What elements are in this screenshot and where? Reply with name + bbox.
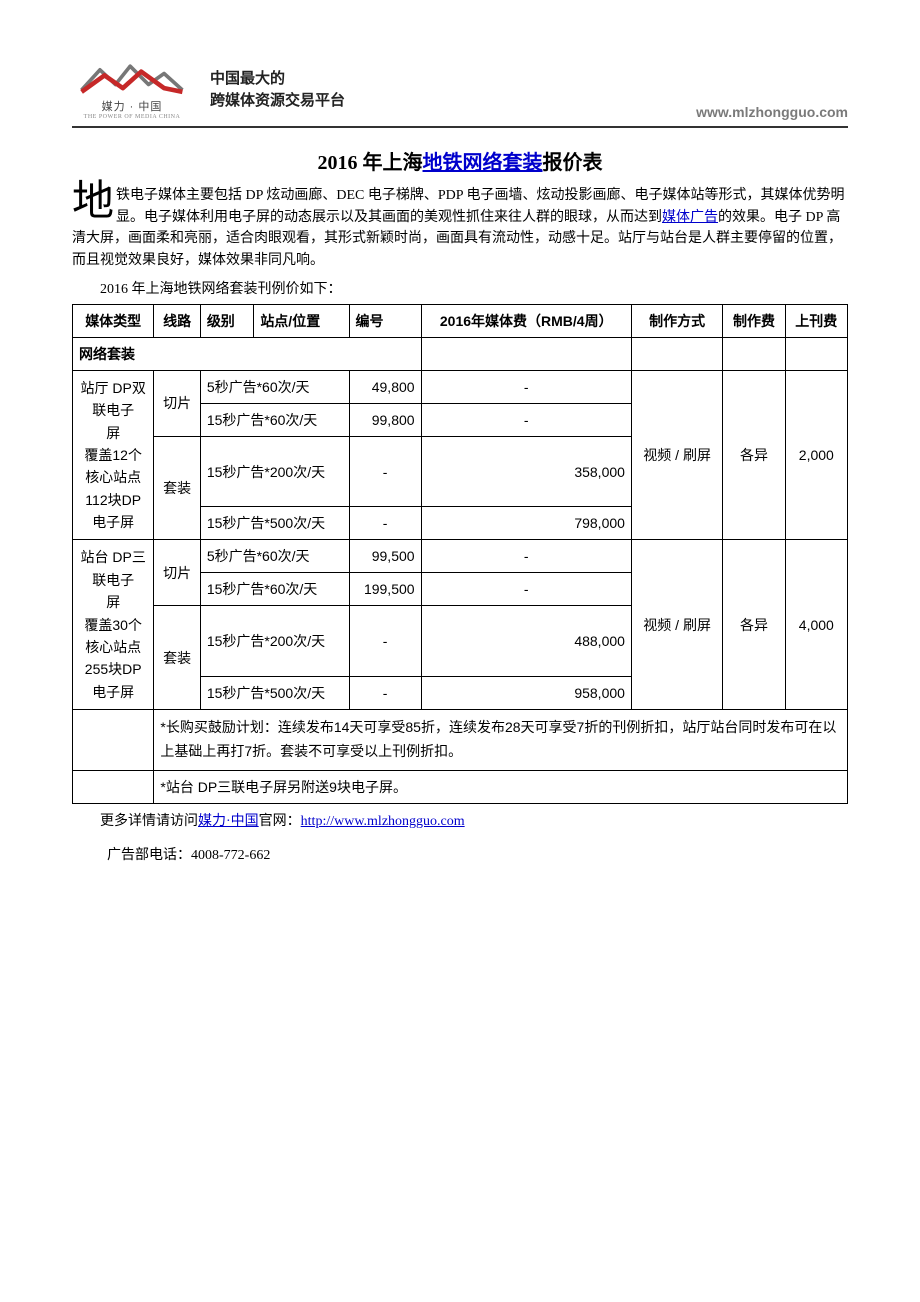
- cell-number: 99,800: [349, 403, 421, 436]
- cell-position: 15秒广告*500次/天: [200, 507, 349, 540]
- footer-more-mid: 官网：: [259, 814, 301, 829]
- th-level: 级别: [200, 304, 254, 337]
- th-publish-fee: 上刊费: [785, 304, 847, 337]
- title-pre: 2016 年上海: [318, 152, 423, 174]
- section-empty-2: [631, 337, 722, 370]
- th-media-type: 媒体类型: [73, 304, 154, 337]
- cell-media-fee: 488,000: [421, 606, 631, 677]
- th-position: 站点/位置: [254, 304, 349, 337]
- logo-subtitle: THE POWER OF MEDIA CHINA: [84, 114, 181, 120]
- cell-line: 切片: [154, 540, 200, 606]
- cell-media-fee: 798,000: [421, 507, 631, 540]
- footer-phone: 广告部电话：4008-772-662: [72, 844, 848, 864]
- cell-media-fee: -: [421, 540, 631, 573]
- cell-media-fee: 958,000: [421, 677, 631, 710]
- section-empty-3: [723, 337, 785, 370]
- footer-more: 更多详情请访问媒力·中国官网：http://www.mlzhongguo.com: [72, 810, 848, 830]
- th-line: 线路: [154, 304, 200, 337]
- dropcap: 地: [72, 185, 116, 221]
- cell-media-type: 站厅 DP双联电子屏覆盖12个核心站点112块DP电子屏: [73, 370, 154, 540]
- notes-text-1: *长购买鼓励计划：连续发布14天可享受85折，连续发布28天可享受7折的刊例折扣…: [154, 710, 848, 771]
- cell-media-type: 站台 DP三联电子屏覆盖30个核心站点255块DP电子屏: [73, 540, 154, 710]
- cell-media-fee: -: [421, 573, 631, 606]
- section-row: 网络套装: [73, 337, 848, 370]
- cell-number: -: [349, 606, 421, 677]
- logo-block: 媒力 · 中国 THE POWER OF MEDIA CHINA 中国最大的 跨…: [72, 60, 696, 120]
- notes2-empty: [73, 770, 154, 803]
- notes-row-1: *长购买鼓励计划：连续发布14天可享受85折，连续发布28天可享受7折的刊例折扣…: [73, 710, 848, 771]
- cell-media-fee: -: [421, 370, 631, 403]
- section-empty-1: [421, 337, 631, 370]
- footer-more-pre: 更多详情请访问: [100, 814, 198, 829]
- pricing-table: 媒体类型 线路 级别 站点/位置 编号 2016年媒体费（RMB/4周） 制作方…: [72, 304, 848, 804]
- section-empty-4: [785, 337, 847, 370]
- cell-number: 49,800: [349, 370, 421, 403]
- title-link[interactable]: 地铁网络套装: [423, 152, 543, 174]
- cell-publish-fee: 4,000: [785, 540, 847, 710]
- cell-line: 套装: [154, 606, 200, 710]
- notes-empty: [73, 710, 154, 771]
- footer-link-url[interactable]: http://www.mlzhongguo.com: [301, 814, 465, 829]
- intro-caption: 2016 年上海地铁网络套装刊例价如下：: [72, 278, 848, 298]
- cell-publish-fee: 2,000: [785, 370, 847, 540]
- th-produce-method: 制作方式: [631, 304, 722, 337]
- cell-position: 15秒广告*200次/天: [200, 436, 349, 507]
- cell-produce-fee: 各异: [723, 540, 785, 710]
- intro-paragraph: 地铁电子媒体主要包括 DP 炫动画廊、DEC 电子梯牌、PDP 电子画墙、炫动投…: [72, 185, 848, 272]
- title-post: 报价表: [543, 152, 603, 174]
- th-produce-fee: 制作费: [723, 304, 785, 337]
- cell-number: -: [349, 507, 421, 540]
- cell-position: 15秒广告*200次/天: [200, 606, 349, 677]
- cell-produce-fee: 各异: [723, 370, 785, 540]
- notes-text-2: *站台 DP三联电子屏另附送9块电子屏。: [154, 770, 848, 803]
- th-number: 编号: [349, 304, 421, 337]
- notes-row-2: *站台 DP三联电子屏另附送9块电子屏。: [73, 770, 848, 803]
- cell-media-fee: -: [421, 403, 631, 436]
- section-label: 网络套装: [73, 337, 422, 370]
- cell-number: 199,500: [349, 573, 421, 606]
- logo: 媒力 · 中国 THE POWER OF MEDIA CHINA: [72, 60, 192, 120]
- site-url: www.mlzhongguo.com: [696, 104, 848, 120]
- cell-position: 5秒广告*60次/天: [200, 540, 349, 573]
- th-media-fee: 2016年媒体费（RMB/4周）: [421, 304, 631, 337]
- logo-name: 媒力 · 中国: [102, 98, 163, 114]
- logo-mountain-icon: [77, 60, 187, 98]
- tagline-line-1: 中国最大的: [210, 68, 345, 91]
- cell-position: 15秒广告*60次/天: [200, 403, 349, 436]
- page-header: 媒力 · 中国 THE POWER OF MEDIA CHINA 中国最大的 跨…: [72, 60, 848, 128]
- cell-number: -: [349, 677, 421, 710]
- cell-number: 99,500: [349, 540, 421, 573]
- table-header-row: 媒体类型 线路 级别 站点/位置 编号 2016年媒体费（RMB/4周） 制作方…: [73, 304, 848, 337]
- tagline: 中国最大的 跨媒体资源交易平台: [210, 68, 345, 113]
- cell-line: 套装: [154, 436, 200, 540]
- cell-produce-method: 视频 / 刷屏: [631, 370, 722, 540]
- cell-number: -: [349, 436, 421, 507]
- table-row: 站台 DP三联电子屏覆盖30个核心站点255块DP电子屏切片5秒广告*60次/天…: [73, 540, 848, 573]
- cell-media-fee: 358,000: [421, 436, 631, 507]
- cell-position: 5秒广告*60次/天: [200, 370, 349, 403]
- page-title: 2016 年上海地铁网络套装报价表: [72, 146, 848, 175]
- tagline-line-2: 跨媒体资源交易平台: [210, 90, 345, 113]
- intro-link[interactable]: 媒体广告: [662, 210, 718, 225]
- cell-line: 切片: [154, 370, 200, 436]
- cell-produce-method: 视频 / 刷屏: [631, 540, 722, 710]
- cell-position: 15秒广告*60次/天: [200, 573, 349, 606]
- footer-link-brand[interactable]: 媒力·中国: [198, 814, 259, 829]
- cell-position: 15秒广告*500次/天: [200, 677, 349, 710]
- table-row: 站厅 DP双联电子屏覆盖12个核心站点112块DP电子屏切片5秒广告*60次/天…: [73, 370, 848, 403]
